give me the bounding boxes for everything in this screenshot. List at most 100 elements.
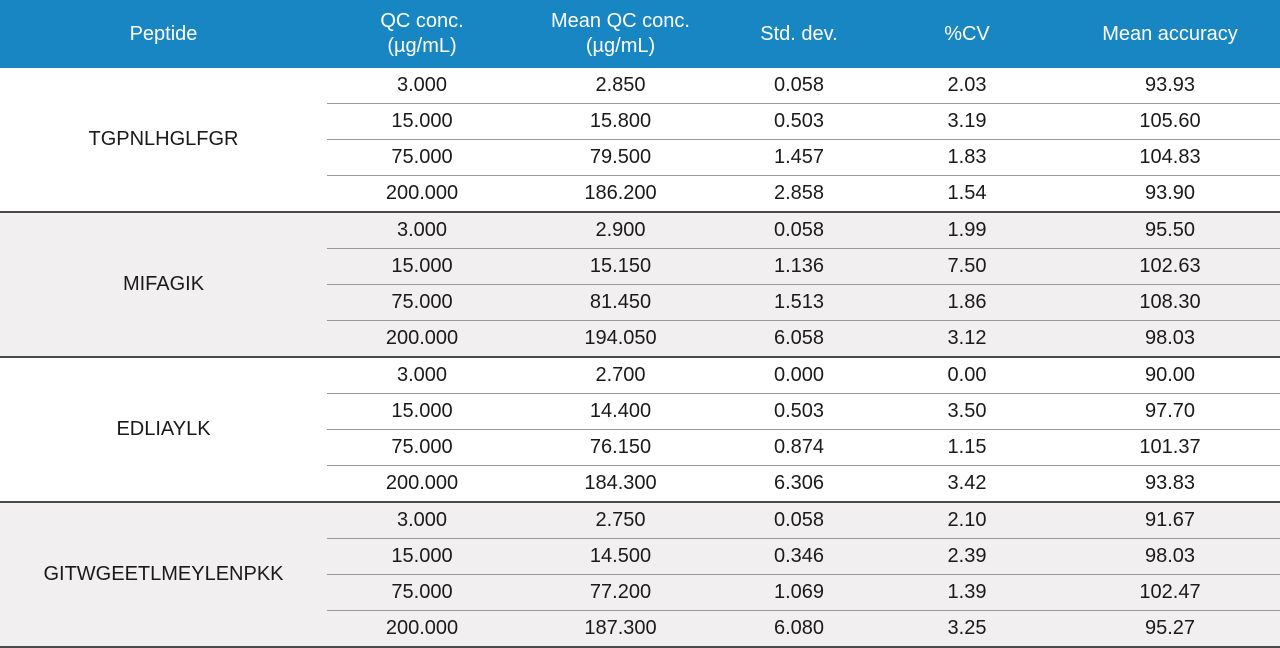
std-dev-cell: 1.457 [724,139,874,176]
std-dev-cell: 1.136 [724,248,874,285]
mean-accuracy-cell: 91.67 [1060,502,1280,539]
std-dev-cell: 6.058 [724,320,874,358]
header-mean-qc-conc: Mean QC conc. (µg/mL) [517,0,724,68]
table-row: EDLIAYLK 3.000 2.700 0.000 0.00 90.00 [0,357,1280,503]
mean-qc-conc-cell: 2.700 [517,357,724,394]
table-row: 75.000 76.150 0.874 1.15 101.37 [0,429,1280,466]
cv-cell: 1.83 [874,139,1060,176]
mean-accuracy-cell: 90.00 [1060,357,1280,394]
table-row: TGPNLHGLFGR 3.000 2.850 0.058 2.03 93.93 [0,68,1280,213]
mean-qc-conc-cell: 194.050 [517,320,724,358]
cv-cell: 0.00 [874,357,1060,394]
cv-cell: 1.39 [874,574,1060,611]
table-row: 200.000 186.200 2.858 1.54 93.90 [0,175,1280,213]
cv-cell: 3.12 [874,320,1060,358]
mean-qc-conc-cell: 76.150 [517,429,724,466]
cv-cell: 1.99 [874,212,1060,249]
std-dev-cell: 6.306 [724,465,874,503]
qc-conc-cell: 200.000 [327,610,517,648]
mean-accuracy-cell: 105.60 [1060,103,1280,140]
peptide-name: MIFAGIK [0,212,327,358]
qc-conc-cell: 75.000 [327,574,517,611]
mean-accuracy-cell: 98.03 [1060,538,1280,575]
peptide-group: TGPNLHGLFGR 3.000 2.850 0.058 2.03 93.93… [0,68,1280,213]
mean-qc-conc-cell: 2.750 [517,502,724,539]
table-row: 75.000 77.200 1.069 1.39 102.47 [0,574,1280,611]
mean-qc-conc-cell: 77.200 [517,574,724,611]
table-row: 15.000 14.400 0.503 3.50 97.70 [0,393,1280,430]
qc-conc-cell: 75.000 [327,284,517,321]
std-dev-cell: 0.874 [724,429,874,466]
table-row: 200.000 187.300 6.080 3.25 95.27 [0,610,1280,648]
mean-accuracy-cell: 95.50 [1060,212,1280,249]
qc-conc-cell: 3.000 [327,357,517,394]
cv-cell: 1.54 [874,175,1060,213]
header-peptide: Peptide [0,0,327,68]
mean-qc-conc-cell: 2.850 [517,68,724,104]
mean-accuracy-cell: 104.83 [1060,139,1280,176]
std-dev-cell: 2.858 [724,175,874,213]
mean-accuracy-cell: 98.03 [1060,320,1280,358]
mean-qc-conc-cell: 15.800 [517,103,724,140]
table-row: 200.000 184.300 6.306 3.42 93.83 [0,465,1280,503]
mean-qc-conc-cell: 186.200 [517,175,724,213]
std-dev-cell: 0.503 [724,393,874,430]
header-std-dev: Std. dev. [724,0,874,68]
table-row: 15.000 15.150 1.136 7.50 102.63 [0,248,1280,285]
std-dev-cell: 0.058 [724,68,874,104]
table-row: 15.000 14.500 0.346 2.39 98.03 [0,538,1280,575]
mean-qc-conc-cell: 187.300 [517,610,724,648]
cv-cell: 2.39 [874,538,1060,575]
header-row: Peptide QC conc. (µg/mL) Mean QC conc. (µg… [0,0,1280,68]
mean-accuracy-cell: 102.63 [1060,248,1280,285]
std-dev-cell: 6.080 [724,610,874,648]
std-dev-cell: 0.346 [724,538,874,575]
qc-conc-cell: 3.000 [327,68,517,104]
qc-conc-cell: 15.000 [327,103,517,140]
std-dev-cell: 1.069 [724,574,874,611]
mean-qc-conc-cell: 81.450 [517,284,724,321]
qc-conc-cell: 15.000 [327,393,517,430]
cv-cell: 3.19 [874,103,1060,140]
mean-qc-conc-cell: 14.400 [517,393,724,430]
qc-conc-cell: 15.000 [327,538,517,575]
table-row: GITWGEETLMEYLENPKK 3.000 2.750 0.058 2.1… [0,502,1280,648]
mean-accuracy-cell: 93.93 [1060,68,1280,104]
cv-cell: 7.50 [874,248,1060,285]
qc-conc-cell: 75.000 [327,429,517,466]
std-dev-cell: 0.058 [724,212,874,249]
cv-cell: 3.50 [874,393,1060,430]
table-row: 75.000 79.500 1.457 1.83 104.83 [0,139,1280,176]
qc-conc-cell: 3.000 [327,212,517,249]
mean-qc-conc-cell: 79.500 [517,139,724,176]
std-dev-cell: 1.513 [724,284,874,321]
cv-cell: 1.86 [874,284,1060,321]
table-row: 75.000 81.450 1.513 1.86 108.30 [0,284,1280,321]
peptide-name: EDLIAYLK [0,357,327,503]
mean-qc-conc-cell: 15.150 [517,248,724,285]
std-dev-cell: 0.503 [724,103,874,140]
peptide-group: EDLIAYLK 3.000 2.700 0.000 0.00 90.00 15… [0,357,1280,503]
mean-accuracy-cell: 93.83 [1060,465,1280,503]
mean-qc-conc-cell: 14.500 [517,538,724,575]
mean-accuracy-cell: 101.37 [1060,429,1280,466]
header-cv: %CV [874,0,1060,68]
header-qc-conc: QC conc. (µg/mL) [327,0,517,68]
cv-cell: 2.03 [874,68,1060,104]
table-row: 200.000 194.050 6.058 3.12 98.03 [0,320,1280,358]
cv-cell: 1.15 [874,429,1060,466]
cv-cell: 2.10 [874,502,1060,539]
qc-conc-cell: 75.000 [327,139,517,176]
peptide-name: TGPNLHGLFGR [0,68,327,213]
peptide-group: GITWGEETLMEYLENPKK 3.000 2.750 0.058 2.1… [0,502,1280,648]
mean-accuracy-cell: 95.27 [1060,610,1280,648]
std-dev-cell: 0.000 [724,357,874,394]
qc-conc-cell: 200.000 [327,320,517,358]
mean-accuracy-cell: 97.70 [1060,393,1280,430]
peptide-group: MIFAGIK 3.000 2.900 0.058 1.99 95.50 15.… [0,212,1280,358]
qc-conc-cell: 200.000 [327,465,517,503]
qc-conc-cell: 15.000 [327,248,517,285]
cv-cell: 3.25 [874,610,1060,648]
table-row: 15.000 15.800 0.503 3.19 105.60 [0,103,1280,140]
table-row: MIFAGIK 3.000 2.900 0.058 1.99 95.50 [0,212,1280,358]
